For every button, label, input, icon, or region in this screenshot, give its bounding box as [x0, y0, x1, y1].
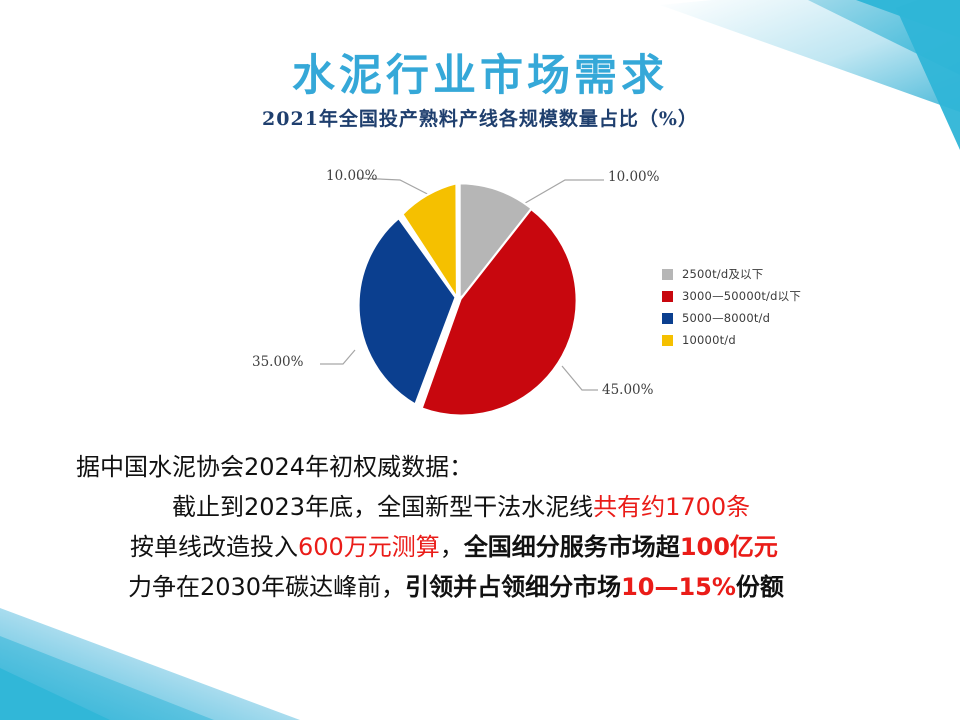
legend-item-3000[interactable]: 3000—50000t/d以下	[662, 285, 852, 307]
legend-item-2500[interactable]: 2500t/d及以下	[662, 263, 852, 285]
body-line-2: 截止到2023年底，全国新型干法水泥线共有约1700条	[0, 495, 960, 519]
callout-top-left: 10.00%	[326, 168, 378, 184]
body-line-1: 据中国水泥协会2024年初权威数据：	[0, 455, 960, 479]
chart-subtitle: 2021年全国投产熟料产线各规模数量占比（%）	[262, 108, 698, 131]
chart-legend: 2500t/d及以下 3000—50000t/d以下 5000—8000t/d …	[662, 263, 852, 351]
pie-chart	[320, 177, 604, 417]
body-line-1-text: 据中国水泥协会2024年初权威数据：	[76, 453, 474, 481]
body-line-3: 按单线改造投入600万元测算，全国细分服务市场超100亿元	[0, 535, 960, 559]
body-line-3-highlight-a: 600万元测算	[298, 533, 440, 561]
legend-label: 5000—8000t/d	[682, 311, 771, 325]
body-line-4: 力争在2030年碳达峰前，引领并占领细分市场10—15%份额	[0, 575, 960, 599]
body-line-4-bold-b: 份额	[735, 573, 784, 601]
body-line-3-plain-a: 按单线改造投入	[130, 533, 298, 561]
body-text-block: 据中国水泥协会2024年初权威数据： 截止到2023年底，全国新型干法水泥线共有…	[0, 455, 960, 599]
page-title: 水泥行业市场需求	[292, 51, 668, 101]
pie-slice-10000	[400, 181, 459, 302]
body-line-2-plain: 截止到2023年底，全国新型干法水泥线	[172, 493, 594, 521]
legend-label: 3000—50000t/d以下	[682, 289, 802, 303]
pie-chart-area: 10.00% 10.00% 35.00% 45.00% 2500t/d及以下 3…	[190, 158, 850, 430]
legend-item-5000[interactable]: 5000—8000t/d	[662, 307, 852, 329]
body-line-2-highlight: 共有约1700条	[593, 493, 751, 521]
callout-top-right: 10.00%	[608, 169, 660, 185]
body-line-3-bold: 全国细分服务市场超	[463, 533, 680, 561]
body-line-3-highlight-b: 100亿元	[679, 533, 778, 561]
pie-slice-3000	[420, 207, 578, 417]
legend-swatch-icon	[662, 312, 673, 324]
body-line-4-bold-a: 引领并占领细分市场	[405, 573, 622, 601]
title-block: 水泥行业市场需求 2021年全国投产熟料产线各规模数量占比（%）	[0, 52, 960, 131]
callout-bottom-right: 45.00%	[602, 382, 654, 398]
legend-label: 2500t/d及以下	[682, 267, 764, 281]
pie-slices	[357, 181, 578, 417]
legend-item-10000[interactable]: 10000t/d	[662, 329, 852, 351]
legend-label: 10000t/d	[682, 333, 736, 347]
pie-slice-5000	[357, 216, 457, 407]
legend-swatch-icon	[662, 290, 673, 302]
body-line-4-highlight: 10—15%	[621, 573, 736, 601]
legend-swatch-icon	[662, 268, 673, 280]
legend-swatch-icon	[662, 334, 673, 346]
callout-bottom-left: 35.00%	[252, 354, 304, 370]
body-line-4-plain: 力争在2030年碳达峰前，	[128, 573, 406, 601]
body-line-3-comma: ，	[439, 533, 464, 561]
